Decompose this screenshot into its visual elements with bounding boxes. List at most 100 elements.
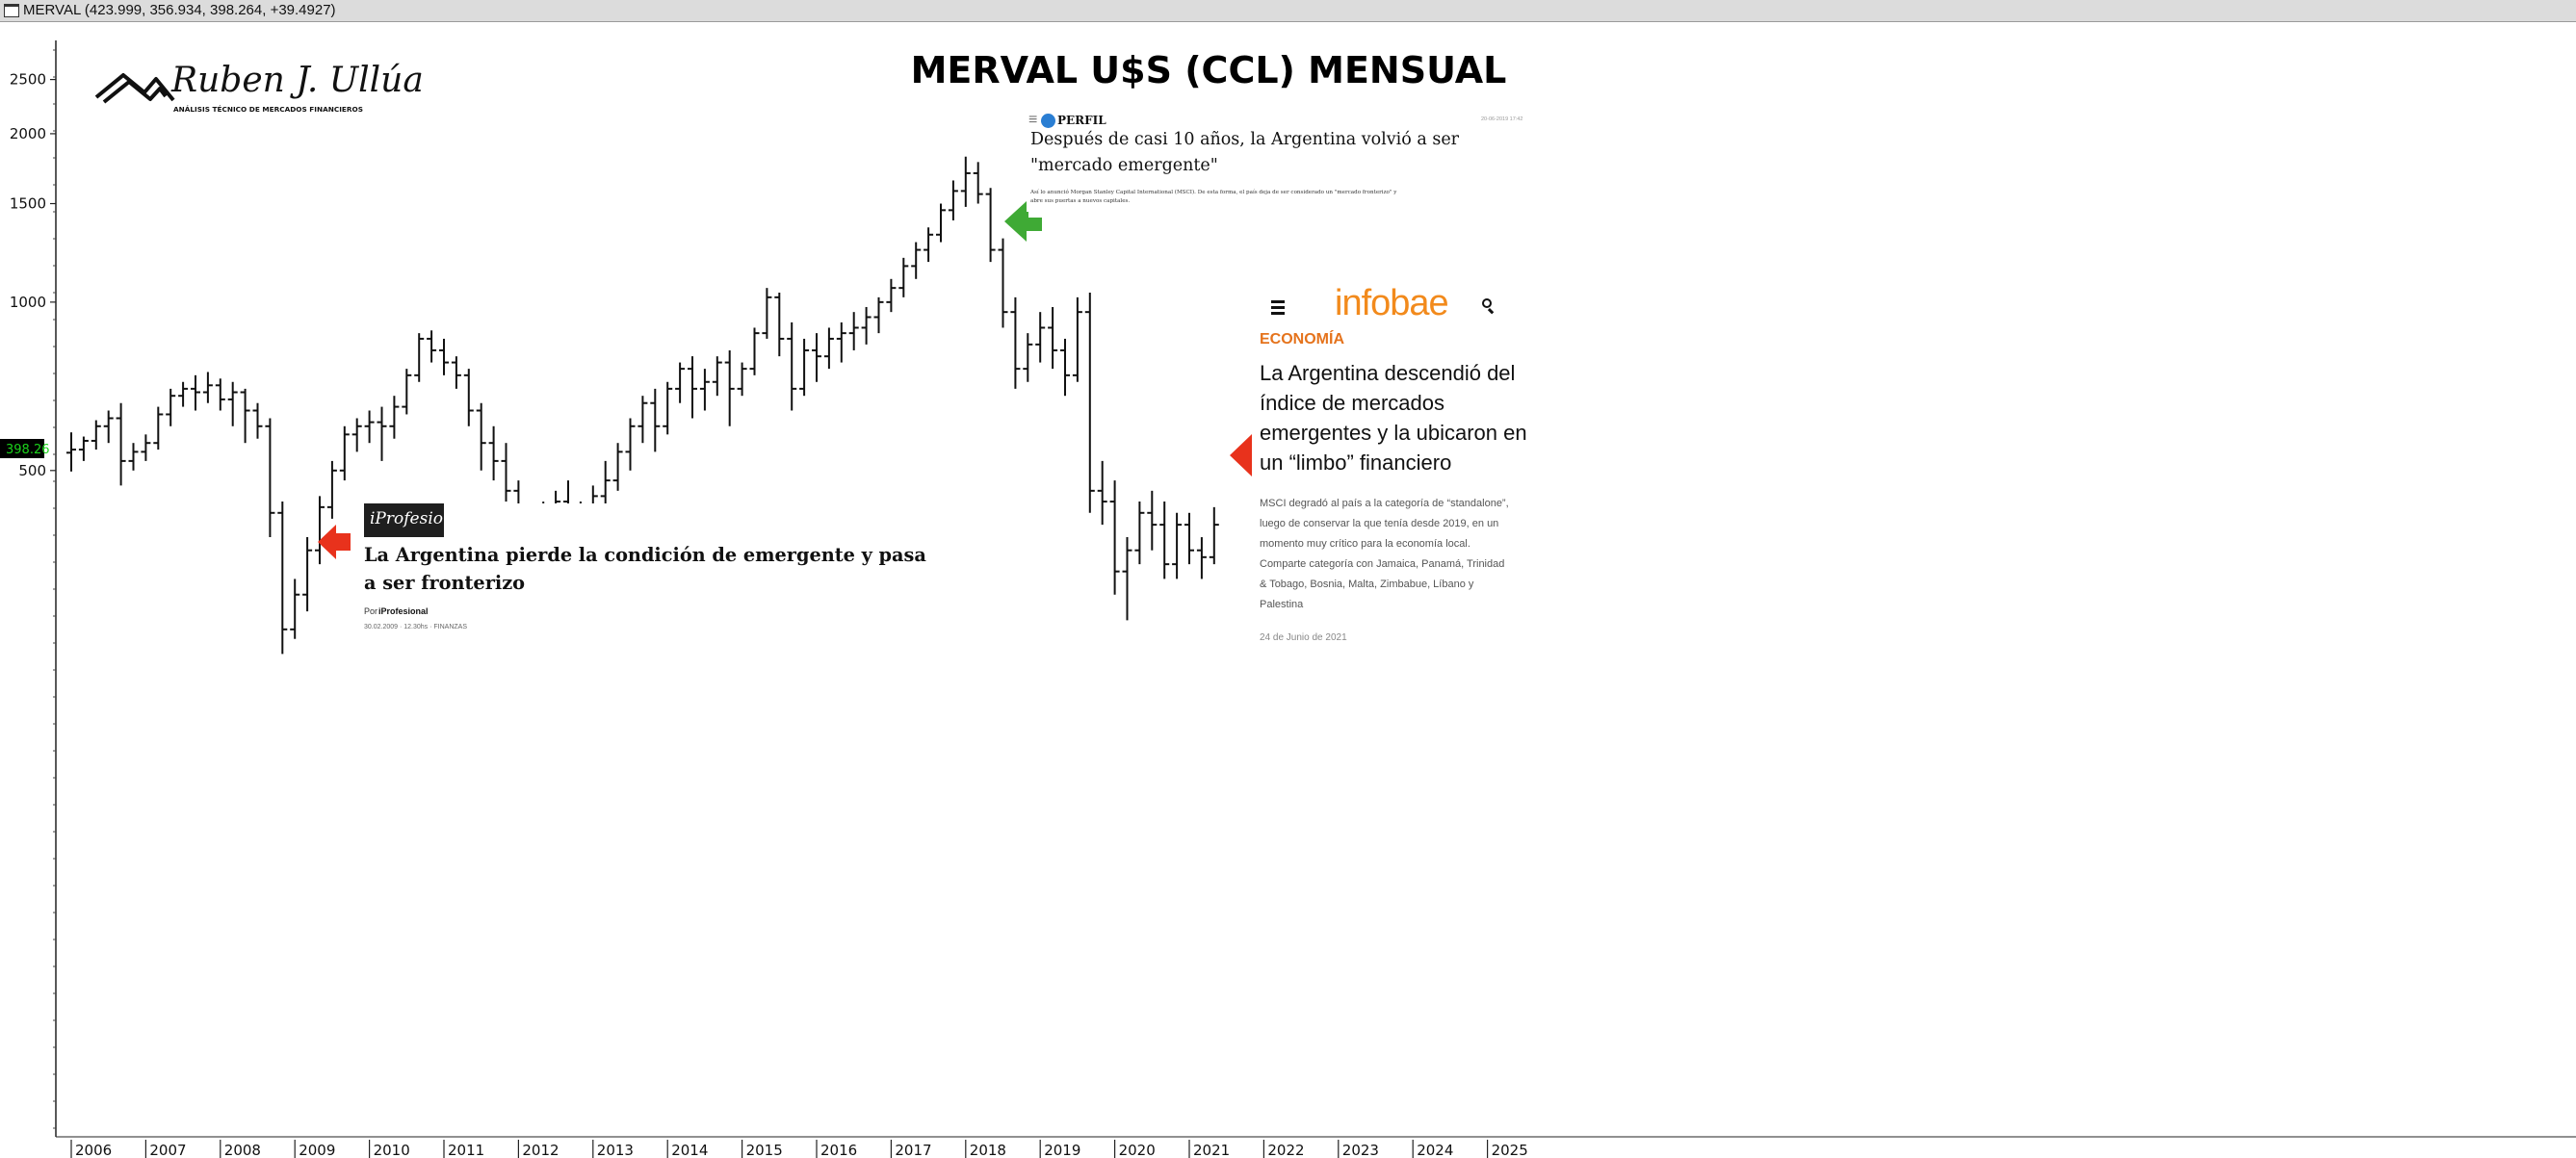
ohlc-bar xyxy=(314,496,325,565)
ohlc-bar xyxy=(650,388,661,452)
ohlc-bar xyxy=(699,369,710,411)
y-tick-label: 1500 xyxy=(10,195,46,213)
ohlc-bar xyxy=(886,278,897,313)
x-tick-label: 2019 xyxy=(1044,1142,1080,1158)
ohlc-bar xyxy=(351,418,362,452)
ohlc-bar xyxy=(1010,296,1021,389)
infobae-date: 24 de Junio de 2021 xyxy=(1260,632,1347,643)
arrow-left-icon xyxy=(318,525,351,559)
perfil-brand[interactable]: PERFIL xyxy=(1057,114,1106,127)
window-icon[interactable] xyxy=(4,4,19,17)
ohlc-bar xyxy=(1084,292,1095,513)
ohlc-bar xyxy=(265,418,275,538)
ohlc-bar xyxy=(215,378,225,411)
ohlc-bar xyxy=(302,537,313,612)
infobae-headline-line: índice de mercados xyxy=(1260,391,1444,415)
search-icon[interactable] xyxy=(1482,298,1496,315)
ohlc-bar xyxy=(153,406,164,450)
ohlc-bar xyxy=(612,443,623,491)
ohlc-bar xyxy=(439,338,449,375)
ohlc-bar xyxy=(663,381,673,435)
ohlc-bar xyxy=(116,402,126,486)
x-tick-label: 2015 xyxy=(746,1142,783,1158)
x-tick-label: 2011 xyxy=(448,1142,484,1158)
menu-icon[interactable] xyxy=(1271,299,1285,315)
perfil-headline-line1[interactable]: Después de casi 10 años, la Argentina vo… xyxy=(1030,130,1460,149)
ohlc-bar xyxy=(141,434,151,461)
infobae-body-line: & Tobago, Bosnia, Malta, Zimbabue, Líban… xyxy=(1260,579,1474,590)
ohlc-bar xyxy=(762,288,772,339)
symbol-quote-text: MERVAL (423.999, 356.934, 398.264, +39.4… xyxy=(23,2,336,18)
ohlc-bar xyxy=(476,402,486,471)
ohlc-bar xyxy=(166,388,176,426)
ohlc-bar xyxy=(637,396,648,444)
perfil-logo-icon xyxy=(1041,114,1055,128)
logo-name: Ruben J. Ullúa xyxy=(170,61,424,100)
infobae-brand[interactable]: infobae xyxy=(1335,283,1449,323)
iprofesional-logo[interactable]: iProfesional xyxy=(364,503,469,537)
infobae-headline-line: emergentes y la ubicaron en xyxy=(1260,421,1527,445)
logo: Ruben J. Ullúa ANÁLISIS TÉCNICO DE MERCA… xyxy=(94,61,424,114)
x-tick-label: 2022 xyxy=(1267,1142,1304,1158)
ohlc-bar xyxy=(128,443,139,471)
perfil-news-card: ≡ PERFIL 20-06-2019 17:42 Después de cas… xyxy=(1028,112,1523,218)
iprofesional-byline-name[interactable]: iProfesional xyxy=(378,606,429,616)
perfil-headline-line2[interactable]: "mercado emergente" xyxy=(1030,156,1218,175)
chart-title: MERVAL U$S (CCL) MENSUAL xyxy=(911,49,1507,91)
ohlc-bar xyxy=(712,356,722,397)
last-price-badge-text: 398.26 xyxy=(6,443,50,457)
x-tick-label: 2024 xyxy=(1417,1142,1453,1158)
x-tick-label: 2020 xyxy=(1119,1142,1156,1158)
ohlc-bar xyxy=(774,292,785,357)
ohlc-bar xyxy=(1209,506,1219,565)
ohlc-bar xyxy=(823,327,834,370)
infobae-section[interactable]: ECONOMÍA xyxy=(1260,331,1344,347)
x-tick-label: 2021 xyxy=(1193,1142,1230,1158)
arrow-left-icon xyxy=(1004,201,1042,242)
ohlc-bar xyxy=(687,356,697,419)
perfil-date: 20-06-2019 17:42 xyxy=(1481,116,1523,122)
ohlc-bar xyxy=(936,203,947,243)
x-tick-label: 2006 xyxy=(75,1142,112,1158)
ohlc-bar xyxy=(451,356,461,389)
ohlc-bar xyxy=(1172,512,1183,579)
ohlc-bar xyxy=(799,338,810,397)
logo-tagline: ANÁLISIS TÉCNICO DE MERCADOS FINANCIEROS xyxy=(173,105,363,114)
ohlc-bar xyxy=(1023,333,1033,382)
ohlc-bar xyxy=(985,188,996,263)
ohlc-bar xyxy=(812,333,821,382)
ohlc-bar xyxy=(277,502,288,655)
ohlc-bar xyxy=(377,406,387,461)
x-tick-label: 2018 xyxy=(970,1142,1006,1158)
x-tick-label: 2008 xyxy=(224,1142,261,1158)
x-axis: 2006 2007 2008 2009 2010 2011 2012 2013 2014 2015… xyxy=(56,1136,2576,1158)
ohlc-bar xyxy=(252,402,263,439)
x-tick-label: 2007 xyxy=(149,1142,186,1158)
ohlc-bar xyxy=(973,162,983,204)
infobae-news-card: infobae ECONOMÍA La Argentina descendió … xyxy=(1252,274,1527,659)
ohlc-bar xyxy=(998,238,1008,328)
ohlc-bar xyxy=(1048,306,1058,370)
ohlc-bar xyxy=(1072,296,1082,382)
ohlc-bar xyxy=(848,312,859,350)
menu-icon[interactable]: ≡ xyxy=(1028,112,1038,128)
ohlc-bar xyxy=(625,418,636,471)
iprofesional-headline-line2[interactable]: a ser fronterizo xyxy=(364,572,525,594)
ohlc-bar xyxy=(488,425,499,481)
ohlc-bar xyxy=(402,369,412,415)
ohlc-bar xyxy=(202,372,213,403)
ohlc-bar xyxy=(463,369,474,426)
ohlc-bar xyxy=(873,296,884,334)
last-price-badge: 398.26 xyxy=(0,439,50,458)
ohlc-bar xyxy=(290,579,300,639)
ohlc-bar xyxy=(78,436,89,461)
infobae-headline-line: La Argentina descendió del xyxy=(1260,361,1516,385)
x-tick-label: 2010 xyxy=(374,1142,410,1158)
ohlc-bar xyxy=(960,156,971,207)
x-tick-label: 2012 xyxy=(522,1142,559,1158)
ohlc-bar xyxy=(66,432,76,472)
perfil-body-line1: Así lo anunció Morgan Stanley Capital In… xyxy=(1030,190,1397,195)
iprofesional-news-card: iProfesional La Argentina pierde la cond… xyxy=(364,503,926,635)
y-tick-label: 2500 xyxy=(10,71,46,89)
iprofesional-headline-line1[interactable]: La Argentina pierde la condición de emer… xyxy=(364,544,926,566)
